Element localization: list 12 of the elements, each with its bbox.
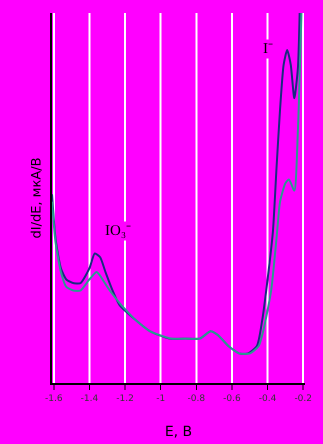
- annotation: IO₃⁻: [105, 223, 132, 239]
- x-axis-title: E, В: [164, 424, 192, 440]
- x-tick-label: -0.8: [188, 394, 206, 404]
- x-tick-label: -1.2: [116, 394, 134, 404]
- y-axis-title: dI/dE, мкА/В: [29, 157, 44, 239]
- x-tick-label: -1: [156, 394, 166, 404]
- x-tick-label: -1.4: [80, 394, 98, 404]
- x-tick-label: -0.6: [223, 394, 242, 404]
- x-tick-label: -0.2: [294, 394, 312, 404]
- x-tick-label: -1.6: [45, 394, 63, 404]
- annotation: I⁻: [263, 41, 273, 57]
- x-tick-label: -0.4: [258, 394, 277, 404]
